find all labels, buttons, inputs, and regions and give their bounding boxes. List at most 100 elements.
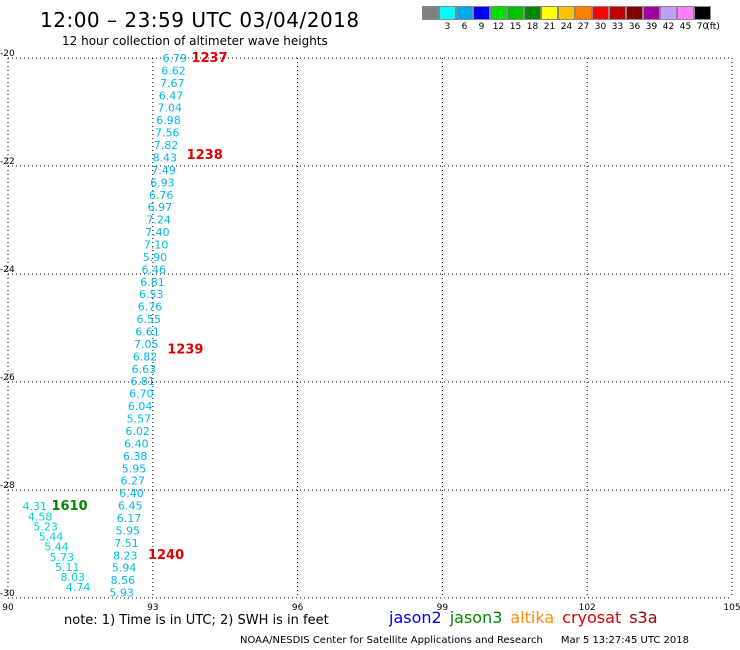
y-tick-label: -24 (0, 265, 15, 275)
y-tick-label: -22 (0, 157, 15, 167)
wave-height-value: 6.46 (141, 263, 166, 276)
wave-height-value: 7.51 (114, 537, 139, 550)
legend-swatch (558, 6, 575, 20)
legend-label: 3 (444, 22, 451, 32)
legend-label: 27 (577, 22, 590, 32)
legend-label: 36 (628, 22, 641, 32)
satellite-altika: altika (510, 608, 555, 627)
legend-label: 45 (679, 22, 692, 32)
wave-height-value: 5.11 (55, 561, 79, 574)
wave-height-value: 6.61 (135, 326, 160, 339)
wave-height-value: 5.23 (33, 520, 58, 533)
legend-label: 30 (594, 22, 607, 32)
legend-label: 33 (611, 22, 624, 32)
satellite-cryosat: cryosat (562, 608, 622, 627)
satellite-jason3: jason3 (449, 608, 503, 627)
wave-height-value: 6.04 (128, 400, 152, 413)
legend-swatch (592, 6, 609, 20)
pass-time-label: 1237 (191, 51, 227, 66)
wave-height-value: 8.23 (113, 549, 137, 562)
wave-height-value: 6.76 (138, 301, 163, 314)
wave-height-value: 7.49 (151, 164, 176, 177)
y-tick-label: -28 (0, 481, 15, 491)
legend-label: 9 (478, 22, 485, 32)
legend-swatch (677, 6, 694, 20)
wave-height-value: 6.81 (130, 375, 155, 388)
legend-swatch (507, 6, 524, 20)
y-tick-label: -20 (0, 49, 15, 59)
y-tick-label: -26 (0, 373, 15, 383)
x-tick-label: 102 (579, 603, 596, 613)
legend-swatch (541, 6, 558, 20)
legend-swatch (473, 6, 490, 20)
credit-line: NOAA/NESDIS Center for Satellite Applica… (240, 635, 689, 646)
x-tick-label: 96 (292, 603, 304, 613)
wave-height-value: 6.38 (123, 450, 148, 463)
y-tick-label: -30 (0, 589, 15, 599)
legend-label: 15 (509, 22, 522, 32)
pass-time-label: 1240 (148, 548, 184, 563)
legend-swatch (575, 6, 592, 20)
legend-label: 18 (526, 22, 539, 32)
wave-height-value: 6.62 (161, 64, 186, 77)
pass-time-label: 1238 (187, 148, 223, 163)
wave-height-value: 5.93 (109, 587, 134, 600)
wave-height-value: 6.63 (132, 363, 157, 376)
legend-swatch (456, 6, 473, 20)
legend-swatches (422, 6, 711, 20)
legend-swatch (694, 6, 711, 20)
wave-height-value: 6.53 (139, 288, 164, 301)
satellite-jason2: jason2 (389, 608, 442, 627)
wave-height-value: 4.74 (66, 581, 91, 594)
wave-height-value: 5.73 (50, 551, 75, 564)
x-tick-label: 90 (2, 603, 14, 613)
wave-height-value: 6.40 (119, 487, 143, 500)
wave-height-value: 7.04 (158, 102, 183, 115)
generated-timestamp: Mar 5 13:27:45 UTC 2018 (560, 635, 689, 646)
legend-swatch (626, 6, 643, 20)
wave-height-value: 7.40 (145, 226, 170, 239)
wave-height-value: 8.56 (111, 574, 136, 587)
wave-height-value: 6.97 (148, 201, 173, 214)
wave-height-value: 7.24 (146, 214, 171, 227)
wave-height-value: 6.02 (125, 425, 149, 438)
legend-unit: (ft) (706, 22, 720, 32)
wave-height-value: 4.58 (28, 510, 53, 523)
x-tick-label: 99 (437, 603, 449, 613)
wave-height-value: 5.94 (112, 562, 137, 575)
wave-height-value: 5.44 (44, 541, 68, 554)
legend-label: 21 (543, 22, 556, 32)
footer-note: note: 1) Time is in UTC; 2) SWH is in fe… (64, 613, 329, 628)
x-tick-label: 105 (723, 603, 740, 613)
legend-label: 70 (696, 22, 709, 32)
legend-label: 42 (662, 22, 675, 32)
wave-height-value: 5.95 (122, 462, 146, 475)
wave-height-value: 6.55 (137, 313, 162, 326)
wave-height-value: 6.47 (159, 89, 184, 102)
wave-height-value: 8.03 (60, 571, 85, 584)
map-title: 12:00 – 23:59 UTC 03/04/2018 (40, 8, 360, 32)
legend-swatch (524, 6, 541, 20)
legend-label: 24 (560, 22, 573, 32)
wave-height-value: 6.45 (118, 500, 143, 513)
legend-label: 39 (645, 22, 658, 32)
map-subtitle: 12 hour collection of altimeter wave hei… (62, 34, 328, 48)
wave-height-value: 5.95 (116, 524, 141, 537)
wave-height-value: 6.98 (156, 114, 181, 127)
wave-height-value: 6.70 (129, 388, 154, 401)
x-tick-label: 93 (147, 603, 158, 613)
wave-height-value: 8.43 (153, 151, 178, 164)
wave-height-value: 6.40 (124, 437, 149, 450)
legend-swatch (643, 6, 660, 20)
wave-height-value: 7.67 (160, 77, 185, 90)
legend-swatch (660, 6, 677, 20)
legend-labels: 3 6 9 12 15 18 21 24 27 30 33 36 39 42 45 70 (ft) (422, 20, 720, 34)
wave-height-value: 7.82 (154, 139, 179, 152)
wave-height-value: 6.27 (120, 475, 145, 488)
legend-swatch (609, 6, 626, 20)
wave-height-value: 7.05 (134, 338, 159, 351)
credit-text: NOAA/NESDIS Center for Satellite Applica… (240, 635, 543, 646)
wave-height-value: 5.90 (143, 251, 168, 264)
wave-height-value: 5.57 (127, 413, 152, 426)
